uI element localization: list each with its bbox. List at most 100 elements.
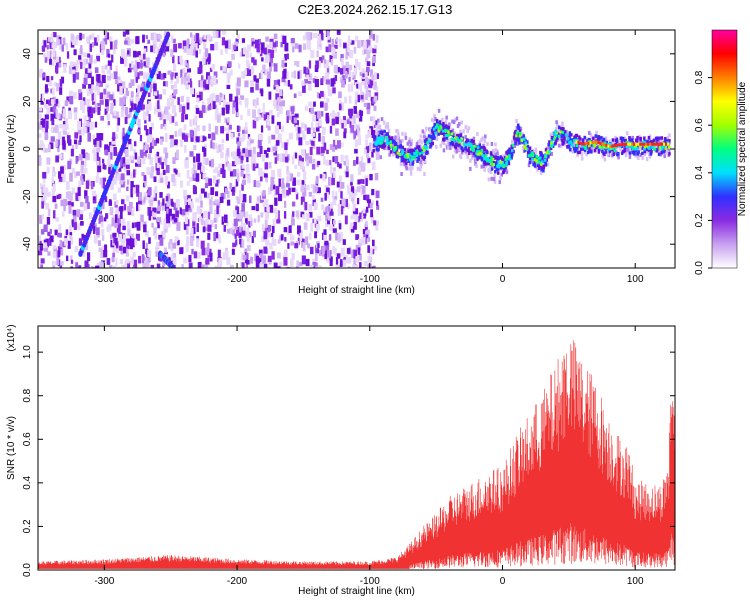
spectrogram-cell [319,90,324,97]
spectrogram-cell [343,161,348,166]
spectrogram-cell [240,149,244,157]
spectrogram-cell [582,147,585,151]
spectrogram-cell [487,161,491,165]
spectrogram-cell [539,162,543,166]
spectrogram-cell [203,147,207,157]
spectrogram-cell [164,81,169,87]
spectrogram-cell [149,158,153,165]
spectrogram-cell [69,235,72,240]
spectrogram-cell [381,137,385,141]
spectrogram-cell [329,211,334,216]
spectrogram-cell [197,67,202,75]
spectrogram-cell [561,141,564,146]
spectrogram-cell [213,217,217,223]
spectrogram-cell [44,84,48,93]
spectrogram-cell [335,128,339,136]
spectrogram-cell [291,215,294,223]
spectrogram-cell [149,127,152,135]
spectrogram-cell [190,227,194,237]
spectrogram-cell [109,183,114,191]
spectrogram-cell [364,77,369,82]
spectrogram-cell [107,224,112,231]
spectrogram-cell [63,108,67,118]
spectrogram-cell [267,255,272,262]
spectrogram-cell [325,192,329,199]
spectrogram-cell [192,219,196,227]
spectrogram-cell [104,64,108,70]
spectrogram-cell [224,187,229,195]
spectrogram-cell [284,42,289,52]
spectrogram-cell [504,166,507,170]
spectrogram-cell [175,199,180,208]
spectrogram-cell [340,205,344,215]
spectrogram-cell [109,94,114,101]
spectrogram-cell [136,90,140,100]
spectrogram-cell [157,157,161,165]
spectrogram-cell [379,139,383,143]
spectrogram-cell [328,249,331,259]
spectrogram-cell [303,222,308,230]
spectrogram-cell [261,224,265,232]
spectrogram-cell [256,182,261,187]
spectrogram-cell [573,146,576,151]
spectrogram-cell [668,145,671,149]
spectrogram-cell [627,142,630,146]
spectrogram-cell [313,136,316,143]
spectrogram-cell [96,86,100,96]
spectrogram-cell [575,146,579,150]
spectrogram-cell [75,64,79,71]
spectrogram-cell [366,102,371,110]
spectrogram-cell [615,143,618,147]
spectrogram-cell [171,213,176,220]
spectrogram-cell [528,156,532,161]
spectrogram-cell [496,158,499,163]
spectrogram-cell [181,133,186,140]
spectrogram-cell [628,151,632,155]
spectrogram-cell [477,155,480,160]
spectrogram-cell [543,155,547,159]
spectrogram-cell [283,256,288,266]
spectrogram-cell [212,175,217,184]
spectrogram-cell [624,144,627,148]
spectrogram-cell [247,133,251,140]
spectrogram-cell [226,72,231,79]
spectrogram-cell [136,61,140,69]
spectrogram-cell [642,144,645,149]
spectrogram-cell [236,125,240,132]
spectrogram-cell [261,57,264,62]
spectrogram-cell [371,188,375,196]
spectrogram-cell [444,126,447,131]
spectrogram-cell [71,202,74,207]
spectrogram-cell [229,93,233,102]
spectrogram-cell [614,138,618,143]
spectrogram-cell [38,250,43,256]
spectrogram-cell [273,33,278,40]
spectrogram-cell [614,135,617,140]
spectrogram-cell [361,49,366,55]
spectrogram-cell [130,91,134,98]
spectrogram-cell [275,93,280,100]
spectrogram-cell [568,131,572,135]
spectrogram-cell [289,173,294,182]
spectrogram-cell [302,188,307,197]
spectrogram-cell [80,45,83,55]
spectrogram-cell [210,219,214,228]
spectrogram-cell [232,229,236,236]
spectrogram-cell [321,127,326,136]
spectrogram-cell [142,151,147,158]
spectrogram-cell [222,169,226,178]
spectrogram-cell [106,102,110,112]
spectrogram-cell [164,31,167,37]
spectrogram-cell [431,126,435,131]
spectrogram-cell [267,115,270,121]
spectrogram-cell [601,149,604,154]
spectrogram-cell [355,256,360,264]
spectrogram-cell [170,74,174,80]
spectrogram-cell [122,157,126,164]
spectrogram-cell [87,132,92,142]
spectrogram-cell [576,150,580,155]
spectrogram-cell [332,245,336,254]
spectrogram-cell [51,177,54,184]
spectrogram-cell [184,114,188,120]
spectrogram-cell [518,138,521,142]
